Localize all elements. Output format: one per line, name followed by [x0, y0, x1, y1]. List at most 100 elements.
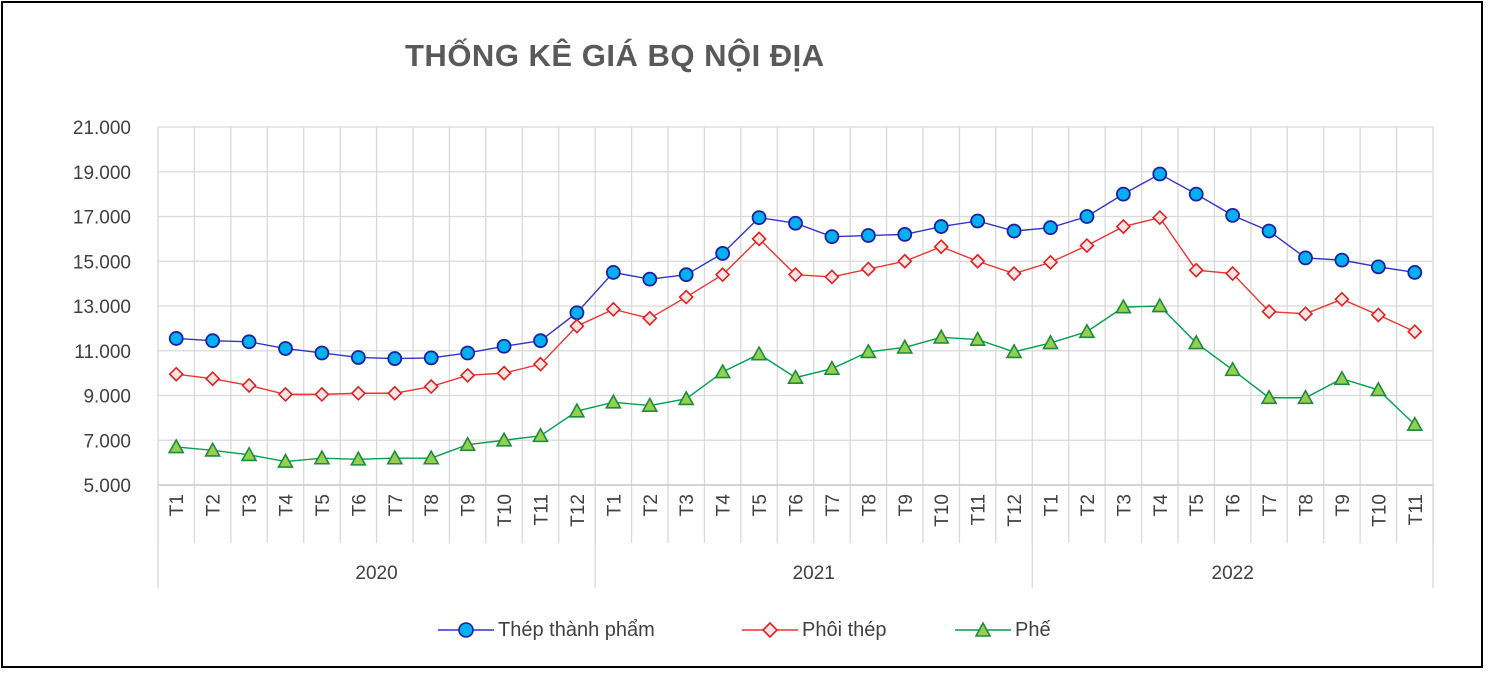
data-point-triangle	[1297, 389, 1314, 405]
data-point-circle	[423, 350, 439, 366]
data-point-triangle	[932, 328, 950, 344]
x-tick-label: T11	[1406, 494, 1427, 525]
data-point-triangle	[1078, 323, 1096, 339]
data-point-triangle	[1333, 370, 1351, 386]
data-point-triangle	[787, 368, 804, 385]
x-tick-label: T5	[1187, 494, 1208, 516]
year-label: 2022	[1212, 563, 1254, 584]
data-point-triangle	[896, 338, 914, 354]
data-point-diamond	[423, 378, 439, 395]
x-tick-label: T9	[1333, 494, 1354, 516]
data-point-triangle	[1151, 297, 1169, 313]
legend-circle-marker-icon	[438, 622, 494, 638]
x-tick-label: T10	[932, 494, 953, 527]
data-point-diamond	[970, 253, 986, 269]
y-tick-label: 19.000	[73, 163, 131, 184]
data-point-triangle	[349, 450, 367, 466]
data-point-circle	[460, 345, 476, 361]
data-point-circle	[1407, 265, 1423, 280]
legend-label: Phế	[1015, 618, 1051, 641]
data-point-diamond	[314, 386, 330, 403]
data-point-circle	[897, 226, 913, 242]
x-tick-label: T1	[1042, 494, 1063, 516]
data-point-triangle	[495, 431, 513, 447]
data-point-circle	[314, 345, 330, 361]
x-tick-label: T11	[969, 494, 990, 525]
data-point-diamond	[1188, 262, 1204, 278]
data-point-triangle	[313, 449, 331, 465]
data-point-circle	[933, 219, 949, 234]
y-tick-label: 5.000	[83, 476, 131, 497]
data-point-triangle	[568, 402, 586, 418]
x-tick-label: T5	[750, 494, 771, 516]
data-point-circle	[496, 338, 512, 354]
data-point-circle	[605, 265, 621, 280]
x-tick-label: T6	[787, 494, 808, 516]
data-point-triangle	[641, 396, 659, 412]
data-point-circle	[1188, 186, 1204, 202]
data-point-triangle	[1369, 381, 1387, 397]
x-tick-label: T10	[495, 494, 516, 527]
data-point-diamond	[1042, 254, 1059, 271]
x-tick-label: T7	[386, 494, 407, 516]
legend-triangle-marker-icon	[955, 621, 1011, 637]
x-tick-label: T9	[459, 494, 480, 516]
x-tick-label: T10	[1369, 494, 1390, 527]
data-point-diamond	[277, 386, 294, 403]
data-point-diamond	[1370, 307, 1386, 323]
data-point-circle	[1261, 223, 1277, 239]
x-tick-label: T2	[204, 494, 225, 516]
x-tick-label: T8	[1297, 494, 1318, 516]
data-point-triangle	[167, 438, 185, 454]
data-point-diamond	[387, 385, 403, 401]
x-tick-label: T11	[532, 494, 553, 525]
data-point-triangle	[459, 436, 477, 452]
x-tick-label: T4	[277, 494, 298, 517]
data-point-diamond	[1407, 324, 1423, 340]
data-point-circle	[751, 210, 767, 226]
data-point-diamond	[460, 367, 476, 383]
data-point-circle	[387, 351, 403, 366]
data-point-triangle	[750, 345, 768, 361]
data-point-diamond	[1261, 303, 1277, 320]
x-tick-label: T7	[1260, 494, 1281, 516]
data-point-triangle	[422, 449, 440, 465]
legend-diamond-marker-icon	[742, 621, 798, 639]
chart-legend: Thép thành phẩm Phôi thép Phế	[0, 610, 1488, 650]
legend-label: Phôi thép	[802, 618, 887, 641]
x-tick-label: T1	[167, 494, 188, 516]
x-tick-label: T5	[313, 494, 334, 516]
data-point-triangle	[204, 441, 222, 457]
series-line	[176, 173, 1415, 360]
data-point-diamond	[569, 318, 585, 334]
x-tick-label: T2	[641, 494, 662, 516]
data-point-diamond	[897, 253, 913, 269]
legend-label: Thép thành phẩm	[498, 618, 655, 641]
x-tick-label: T6	[1224, 494, 1245, 516]
x-tick-label: T2	[1078, 494, 1099, 516]
data-point-circle	[1298, 250, 1313, 266]
legend-item-phe: Phế	[955, 610, 1051, 650]
data-point-circle	[205, 333, 221, 349]
data-point-circle	[533, 333, 548, 349]
data-point-diamond	[933, 239, 949, 255]
data-point-triangle	[604, 393, 622, 409]
data-point-diamond	[824, 269, 840, 285]
x-tick-label: T12	[568, 494, 589, 527]
x-tick-label: T8	[422, 494, 443, 516]
data-point-circle	[1370, 259, 1386, 275]
data-point-diamond	[1225, 265, 1241, 282]
data-point-circle	[678, 267, 694, 283]
x-tick-label: T4	[1151, 494, 1172, 517]
data-point-triangle	[277, 452, 294, 468]
data-point-triangle	[386, 449, 404, 465]
data-point-diamond	[1006, 265, 1022, 282]
data-point-triangle	[714, 363, 732, 379]
data-point-circle	[168, 331, 184, 346]
data-point-circle	[824, 229, 840, 245]
data-point-circle	[1115, 186, 1131, 202]
legend-item-phoi-thep: Phôi thép	[742, 610, 887, 650]
y-tick-label: 9.000	[83, 387, 131, 408]
y-tick-label: 13.000	[73, 297, 131, 318]
